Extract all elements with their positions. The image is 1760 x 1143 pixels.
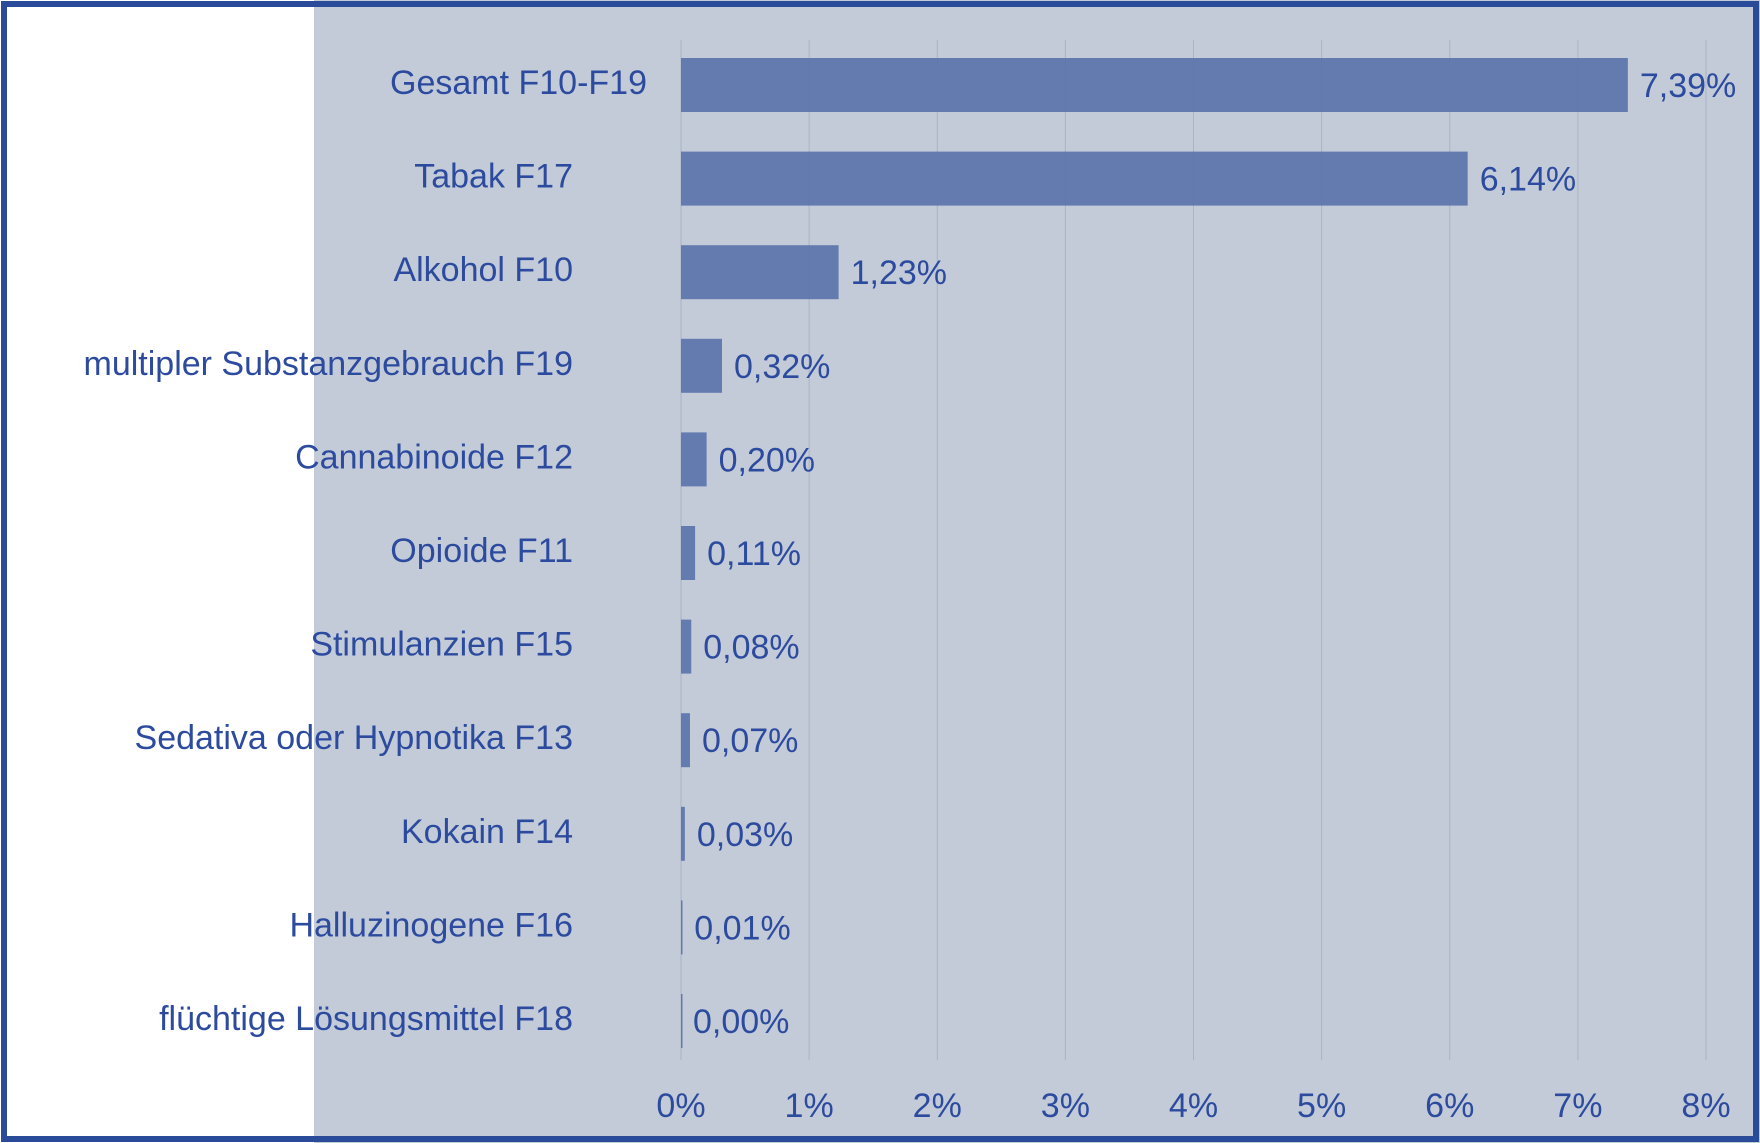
- y-tick-label: Stimulanzien F15: [310, 626, 573, 664]
- value-label: 0,20%: [719, 441, 815, 479]
- y-tick-label: Kokain F14: [401, 813, 573, 851]
- bar: [681, 713, 690, 768]
- value-label: 7,39%: [1640, 67, 1736, 105]
- bar: [681, 432, 707, 487]
- y-tick-label: Gesamt F10-F19: [390, 64, 647, 102]
- bar: [681, 900, 683, 955]
- x-tick-label: 0%: [656, 1087, 705, 1125]
- x-tick-label: 3%: [1041, 1087, 1090, 1125]
- value-label: 0,08%: [703, 629, 799, 667]
- x-tick-label: 7%: [1553, 1087, 1602, 1125]
- y-tick-label: Tabak F17: [414, 158, 573, 196]
- value-label: 0,01%: [694, 909, 790, 947]
- bar: [681, 619, 692, 674]
- x-tick-label: 8%: [1681, 1087, 1730, 1125]
- y-tick-label: Cannabinoide F12: [295, 438, 573, 476]
- bar: [681, 994, 683, 1048]
- y-tick-label: Opioide F11: [390, 532, 573, 570]
- bar: [681, 245, 839, 300]
- y-tick-label: multipler Substanzgebrauch F19: [84, 345, 574, 383]
- bar: [681, 338, 722, 393]
- value-label: 6,14%: [1480, 161, 1576, 199]
- x-tick-label: 5%: [1297, 1087, 1346, 1125]
- bar: [681, 806, 685, 861]
- y-tick-label: flüchtige Lösungsmittel F18: [159, 1000, 573, 1038]
- value-label: 0,03%: [697, 816, 793, 854]
- x-tick-label: 4%: [1169, 1087, 1218, 1125]
- value-label: 0,07%: [702, 722, 798, 760]
- value-label: 0,00%: [693, 1003, 789, 1041]
- y-tick-label: Alkohol F10: [393, 251, 573, 289]
- x-tick-label: 6%: [1425, 1087, 1474, 1125]
- value-label: 0,11%: [707, 535, 801, 573]
- x-tick-label: 2%: [913, 1087, 962, 1125]
- value-label: 1,23%: [851, 254, 947, 292]
- y-tick-label: Halluzinogene F16: [289, 906, 573, 944]
- bar: [681, 526, 696, 580]
- value-label: 0,32%: [734, 348, 830, 386]
- y-tick-label: Sedativa oder Hypnotika F13: [135, 719, 573, 757]
- x-tick-label: 1%: [785, 1087, 834, 1125]
- bar: [681, 151, 1468, 206]
- bar: [681, 58, 1628, 112]
- left-panel: [0, 0, 314, 1143]
